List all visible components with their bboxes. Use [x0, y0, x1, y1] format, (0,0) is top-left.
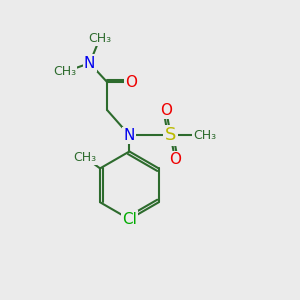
Text: CH₃: CH₃	[53, 65, 76, 79]
Text: CH₃: CH₃	[73, 151, 96, 164]
Text: O: O	[169, 152, 181, 167]
Text: O: O	[125, 75, 137, 90]
Text: N: N	[124, 128, 135, 143]
Text: S: S	[165, 126, 176, 144]
Text: Cl: Cl	[122, 212, 137, 227]
Text: O: O	[160, 103, 172, 118]
Text: CH₃: CH₃	[193, 129, 216, 142]
Text: N: N	[84, 56, 95, 70]
Text: CH₃: CH₃	[88, 32, 112, 45]
